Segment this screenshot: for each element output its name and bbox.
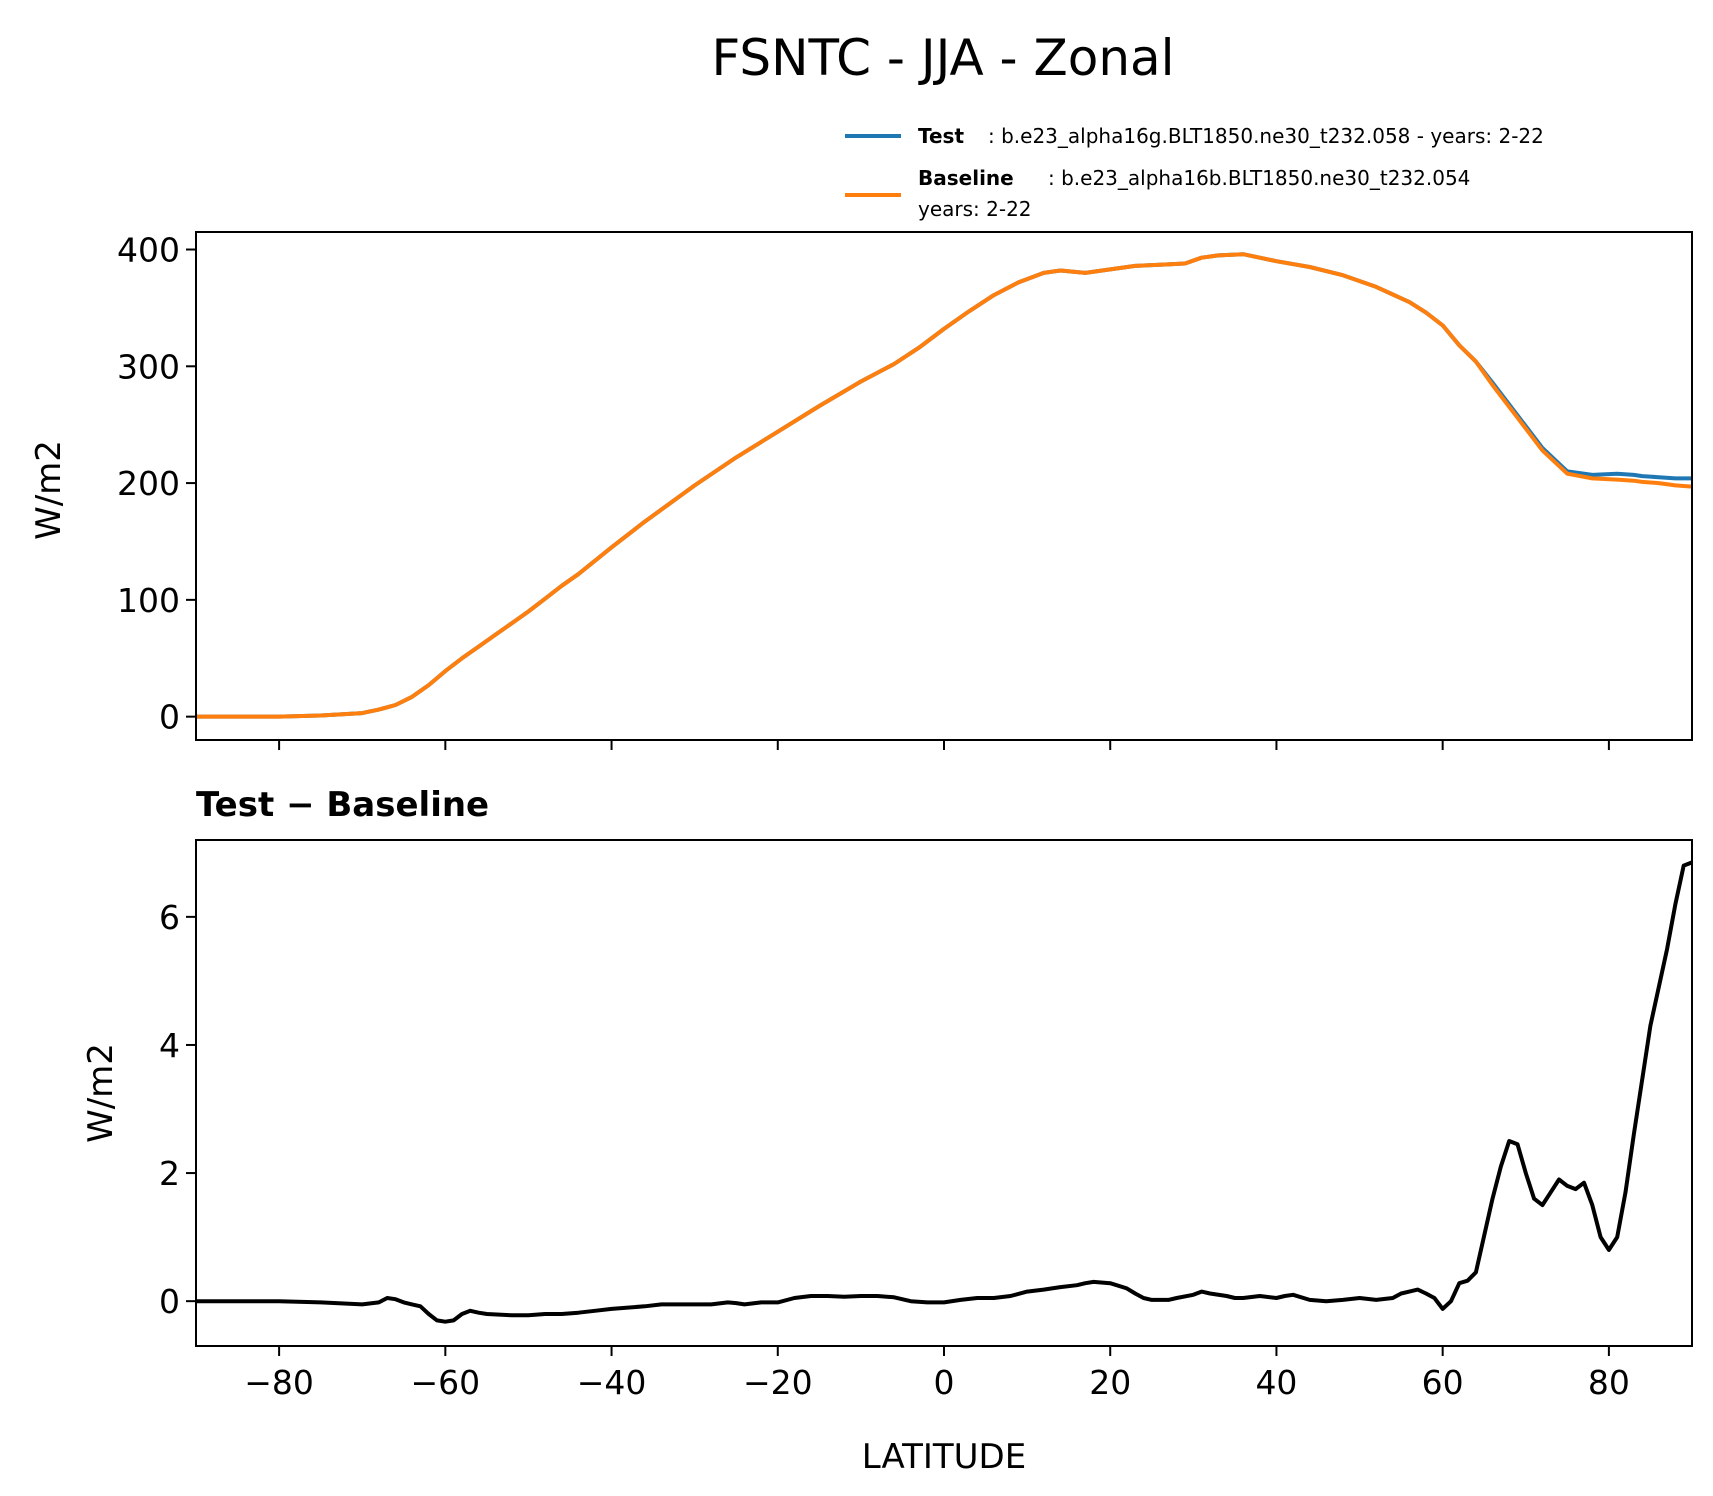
top-plot-lines [196, 252, 1693, 719]
chart-title: FSNTC - JJA - Zonal [711, 29, 1174, 87]
top-series-line-1 [196, 252, 1692, 719]
bottom-y-axis-label: W/m2 [81, 1043, 121, 1143]
bottom-series-line-1 [196, 860, 1693, 1324]
bottom-x-tick-label: 40 [1255, 1363, 1297, 1402]
bottom-x-tick-label: −20 [743, 1363, 813, 1402]
legend-test-label: Test [918, 124, 964, 148]
bottom-x-ticks: −80 −60 −40 −20 0 20 40 60 80 [244, 1346, 1630, 1402]
bottom-x-tick-label: 80 [1588, 1363, 1630, 1402]
legend: Test : b.e23_alpha16g.BLT1850.ne30_t232.… [845, 124, 1544, 221]
legend-test-text: : b.e23_alpha16g.BLT1850.ne30_t232.058 -… [988, 124, 1544, 148]
bottom-x-tick-label: −80 [244, 1363, 314, 1402]
bottom-y-tick-label: 2 [159, 1154, 180, 1193]
bottom-x-tick-label: −60 [411, 1363, 481, 1402]
top-y-tick-label: 400 [117, 231, 180, 270]
bottom-plot-lines [196, 860, 1693, 1324]
bottom-y-tick-label: 4 [159, 1026, 180, 1065]
top-y-ticks: 0 100 200 300 400 [117, 231, 196, 737]
bottom-panel: Test − Baseline −80 −60 −40 −20 0 20 40 60 80 0 2… [81, 785, 1693, 1477]
bottom-y-tick-label: 6 [159, 898, 180, 937]
bottom-x-tick-label: 20 [1089, 1363, 1131, 1402]
top-x-ticks [278, 740, 1610, 750]
top-series-line-2 [196, 252, 1693, 719]
bottom-x-axis-label: LATITUDE [862, 1437, 1026, 1477]
legend-baseline-label: Baseline [918, 166, 1014, 190]
top-axes-frame [195, 231, 1693, 741]
top-y-tick-label: 200 [117, 464, 180, 503]
top-y-tick-label: 0 [159, 698, 180, 737]
bottom-y-tick-label: 0 [159, 1282, 180, 1321]
top-panel: 0 100 200 300 400 W/m2 [29, 231, 1693, 750]
bottom-axes-frame [195, 839, 1693, 1347]
bottom-panel-title: Test − Baseline [196, 785, 489, 825]
top-y-tick-label: 300 [117, 347, 180, 386]
bottom-x-tick-label: −40 [577, 1363, 647, 1402]
legend-baseline-text: : b.e23_alpha16b.BLT1850.ne30_t232.054 [1048, 166, 1470, 190]
bottom-x-tick-label: 60 [1422, 1363, 1464, 1402]
legend-baseline-text-2: years: 2-22 [918, 197, 1032, 221]
bottom-x-tick-label: 0 [934, 1363, 955, 1402]
top-y-axis-label: W/m2 [29, 440, 69, 540]
top-y-tick-label: 100 [117, 581, 180, 620]
bottom-y-ticks: 0 2 4 6 [159, 898, 196, 1321]
